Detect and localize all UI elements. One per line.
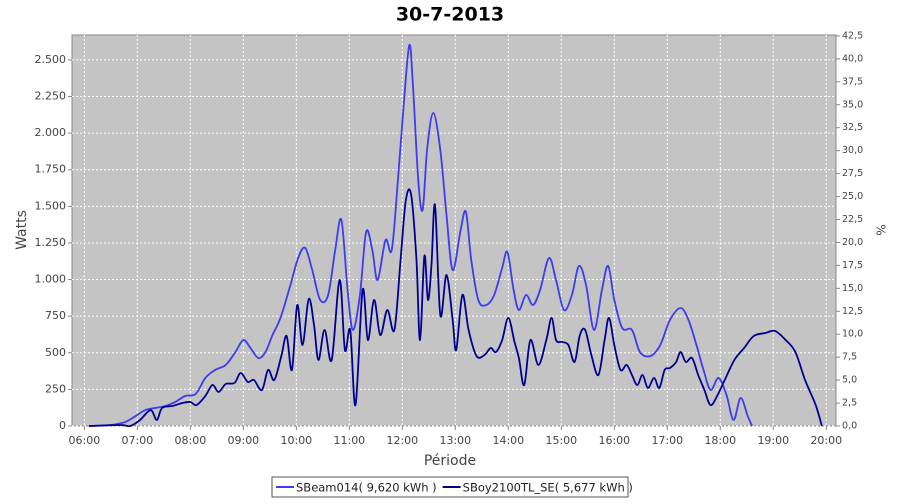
x-axis-label: Période [424,453,476,469]
y-tick-label: 2.000 [35,126,67,139]
y2-tick-label: 5,0 [842,375,857,386]
y2-tick-label: 22,5 [842,214,863,225]
y2-tick-label: 37,5 [842,76,863,87]
y2-tick-label: 2,5 [842,398,857,409]
y2-tick-label: 20,0 [842,237,863,248]
y-tick-label: 500 [45,346,66,359]
y2-tick-label: 10,0 [842,329,863,340]
y-tick-label: 250 [45,382,66,395]
y-axis-label: Watts [14,210,30,250]
x-tick-label: 14:00 [492,434,524,447]
x-tick-label: 09:00 [227,434,259,447]
y2-tick-label: 25,0 [842,191,863,202]
legend-label: SBeam014( 9,620 kWh ) [296,481,437,495]
series-line [88,44,753,427]
x-tick-label: 20:00 [810,434,842,447]
x-tick-label: 17:00 [651,434,683,447]
y2-tick-label: 15,0 [842,283,863,294]
y2-tick-label: 17,5 [842,260,863,271]
y2-tick-label: 27,5 [842,168,863,179]
legend-label: SBoy2100TL_SE( 5,677 kWh ) [463,481,633,495]
y2-tick-label: 35,0 [842,99,863,110]
x-tick-label: 18:00 [704,434,736,447]
y-tick-label: 1.000 [35,273,67,286]
x-tick-label: 12:00 [386,434,418,447]
y2-tick-label: 12,5 [842,306,863,317]
x-tick-label: 11:00 [333,434,365,447]
x-tick-label: 19:00 [757,434,789,447]
y2-axis-label: % [874,224,888,235]
y-tick-label: 1.250 [35,236,67,249]
x-tick-label: 08:00 [175,434,207,447]
y-tick-label: 0 [59,419,66,432]
series-line [88,188,823,428]
y-tick-label: 1.500 [35,199,67,212]
x-tick-label: 07:00 [122,434,154,447]
plot-area [71,34,837,427]
y-tick-label: 2.250 [35,90,67,103]
chart-title: 30-7-2013 [396,4,504,26]
x-tick-label: 06:00 [69,434,101,447]
x-tick-label: 13:00 [439,434,471,447]
x-tick-label: 15:00 [545,434,577,447]
y2-tick-label: 30,0 [842,145,863,156]
x-tick-label: 10:00 [280,434,312,447]
y2-tick-label: 42,5 [842,30,863,41]
y-tick-label: 2.500 [35,53,67,66]
y2-tick-label: 32,5 [842,122,863,133]
y-tick-label: 1.750 [35,163,67,176]
y-tick-label: 750 [45,309,66,322]
y2-tick-label: 7,5 [842,352,857,363]
y2-tick-label: 40,0 [842,53,863,64]
y2-tick-label: 0,0 [842,421,857,432]
x-tick-label: 16:00 [598,434,630,447]
